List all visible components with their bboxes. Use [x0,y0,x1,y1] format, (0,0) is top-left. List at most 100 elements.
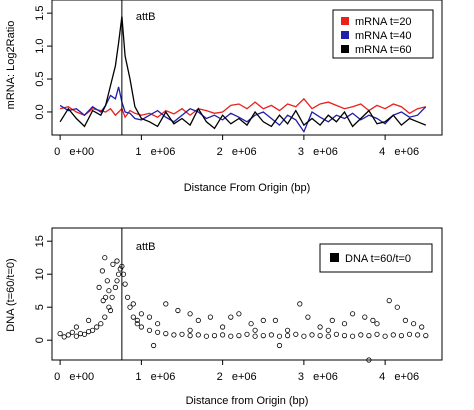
dna-point-104 [86,317,92,323]
dna-point-17 [117,266,123,272]
dna-point-75 [155,321,161,327]
dna-point-89 [305,314,311,320]
dna-point-9 [94,324,100,330]
dna-point-45 [301,333,307,339]
dna-point-96 [374,321,380,327]
mrna-series-lines [59,16,427,134]
dna-y-axis-label: DNA (t=60/t=0) [5,258,17,331]
dna-point-107 [187,327,193,333]
dna-point-13 [109,294,115,300]
dna-x-tick-label-2: 2 e+06 [217,371,257,383]
dna-point-79 [195,317,201,323]
dna-point-64 [106,288,112,294]
dna-point-108 [252,327,258,333]
dna-point-22 [127,304,133,310]
dna-point-53 [366,332,372,339]
dna-point-51 [349,333,356,339]
dna-point-23 [130,314,136,320]
dna-point-20 [122,281,128,287]
dna-point-11 [102,314,108,320]
mrna-attb-label: attB [136,11,156,23]
dna-point-49 [333,331,339,337]
dna-point-54 [374,331,380,337]
dna-point-95 [370,317,376,323]
dna-point-34 [211,332,218,339]
dna-point-82 [228,314,234,320]
dna-point-84 [248,321,254,327]
dna-point-41 [268,332,274,338]
dna-point-77 [175,307,181,314]
dna-point-39 [252,333,258,339]
mrna-x-tick-label-4: 4 e+06 [379,146,419,158]
dna-scatter-points [57,255,429,363]
dna-y-tick-label-2: 10 [34,268,46,280]
mrna-series-line-0 [59,97,426,119]
dna-point-61 [102,255,108,261]
dna-legend: DNA t=60/t=0 [319,243,433,273]
mrna-plot-frame [51,0,443,136]
mrna-x-tick-label-1: 1 e+06 [135,146,175,158]
mrna-x-axis-label: Distance From Origin (bp) [184,182,311,194]
dna-point-78 [187,311,193,317]
dna-point-106 [276,342,283,349]
dna-point-73 [138,311,144,317]
dna-point-67 [103,294,109,300]
dna-point-99 [402,317,408,323]
dna-point-32 [195,332,201,338]
dna-point-91 [329,317,335,323]
dna-point-59 [414,332,421,338]
dna-point-103 [73,324,80,330]
dna-point-1 [61,334,67,340]
dna-y-axis: 0 5 10 15 [34,235,52,343]
legend-label-dna: DNA t=60/t=0 [345,253,411,265]
dna-point-66 [114,258,120,264]
dna-point-90 [317,324,323,330]
mrna-series-line-2 [59,16,427,130]
dna-point-36 [228,333,234,339]
dna-point-70 [107,307,114,314]
legend-label-t40: mRNA t=40 [355,30,412,42]
dna-point-2 [65,332,71,338]
dna-y-tick-label-3: 15 [34,235,46,247]
dna-y-tick-label-0: 0 [34,337,46,343]
dna-point-6 [81,331,88,337]
dna-point-24 [134,321,140,327]
dna-point-42 [276,333,283,339]
dna-point-30 [179,331,185,337]
dna-point-62 [99,268,106,274]
dna-point-47 [317,332,323,339]
mrna-x-tick-label-3: 3 e+06 [298,146,338,158]
dna-point-8 [90,327,96,333]
dna-point-55 [382,333,388,339]
dna-point-50 [341,332,348,339]
dna-point-94 [362,314,368,320]
mrna-series-line-1 [59,86,427,134]
dna-point-48 [325,333,331,339]
mrna-chart: 0.0 0.5 1.0 1.5 0 e+00 1 e+06 2 e+06 3 e+06 4 e… [5,0,443,194]
dna-point-98 [394,304,400,310]
dna-point-92 [341,321,348,327]
mrna-y-tick-label-3: 1.5 [34,6,46,21]
dna-x-axis-label: Distance from Origin (bp) [186,395,309,407]
dna-point-109 [325,327,331,333]
dna-point-27 [155,329,161,335]
dna-point-102 [366,357,372,363]
dna-point-72 [134,317,140,323]
dna-point-29 [171,332,177,338]
dna-point-37 [236,332,242,339]
dna-point-15 [114,278,120,284]
dna-point-86 [272,317,278,323]
dna-point-81 [220,324,226,330]
dna-point-63 [96,284,102,290]
dna-point-56 [390,332,396,338]
mrna-y-tick-label-1: 0.5 [34,71,46,86]
dna-attb-label: attB [136,241,156,253]
legend-label-t60: mRNA t=60 [355,44,412,56]
dna-point-71 [130,301,136,307]
dna-point-0 [57,330,63,337]
mrna-x-axis: 0 e+00 1 e+06 2 e+06 3 e+06 4 e+06 [54,135,419,158]
dna-chart: 0 5 10 15 0 e+00 1 e+06 2 e+06 3 e+06 4 e+06 at… [5,227,443,407]
dna-point-38 [244,331,250,337]
